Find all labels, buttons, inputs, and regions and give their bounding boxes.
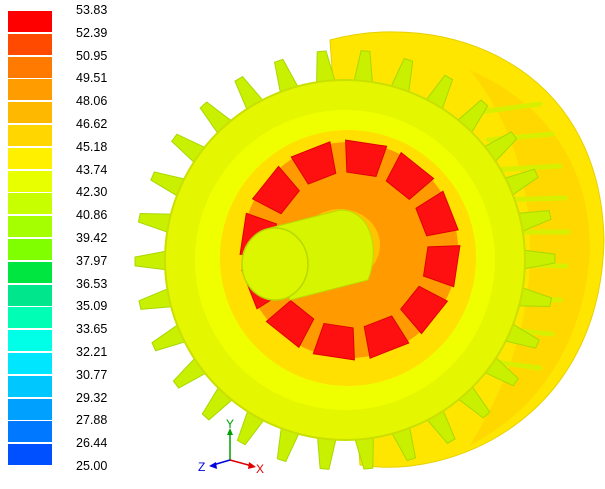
rotor-magnets (239, 139, 461, 361)
legend-tick-label: 26.44 (76, 436, 108, 451)
axis-y-label: Y (226, 418, 234, 431)
legend-tick-label: 53.83 (76, 3, 108, 17)
legend-tick-label: 45.18 (76, 139, 108, 154)
legend-swatch (8, 421, 52, 443)
legend-swatch (8, 33, 52, 55)
axis-x-label: X (256, 462, 264, 476)
legend-tick-label: 32.21 (76, 345, 108, 359)
legend-tick-label: 39.42 (76, 231, 108, 245)
legend-tick-label: 46.62 (76, 117, 108, 131)
magnet-segment (251, 165, 300, 215)
legend-swatch (8, 239, 52, 260)
legend-tick-label: 36.53 (76, 276, 108, 291)
legend-tick-label: 27.88 (76, 413, 108, 428)
magnet-segment (363, 315, 410, 359)
legend-swatch (8, 125, 52, 146)
magnet-segment (385, 151, 435, 200)
legend-tick-label: 35.09 (76, 299, 108, 314)
legend-tick-label: 37.97 (76, 253, 108, 268)
magnet-segment (312, 322, 355, 361)
legend-tick-label: 52.39 (76, 25, 108, 40)
magnet-segment (345, 139, 388, 178)
magnet-segment (422, 245, 461, 288)
legend-swatch (8, 375, 52, 397)
shaft-end (241, 227, 309, 301)
legend-tick-label: 29.32 (76, 390, 108, 405)
legend-tick-label: 40.86 (76, 208, 108, 223)
magnet-segment (290, 141, 337, 185)
legend-tick-label: 43.74 (76, 162, 108, 177)
legend-swatch (8, 330, 52, 352)
magnet-segment (415, 190, 459, 237)
legend-swatch (8, 56, 52, 78)
legend-tick-label: 30.77 (76, 367, 108, 382)
legend-swatch (8, 261, 52, 283)
legend-tick-label: 33.65 (76, 322, 108, 337)
legend-swatch (8, 307, 52, 329)
legend-swatch (8, 79, 52, 101)
legend-tick-label: 42.30 (76, 185, 108, 200)
legend-tick-label: 50.95 (76, 48, 108, 63)
color-legend: 53.83 52.39 50.95 49.51 48.06 46.62 45.18 43.74… (0, 0, 130, 489)
legend-swatch (8, 398, 52, 420)
magnet-segment (400, 285, 449, 335)
legend-tick-label: 25.00 (76, 459, 108, 473)
legend-swatch (8, 11, 52, 32)
legend-swatch (8, 444, 52, 466)
legend-swatch (8, 102, 52, 124)
legend-swatch (8, 193, 52, 215)
legend-swatch (8, 353, 52, 374)
axis-triad: Y X Z (198, 418, 264, 476)
legend-swatch (8, 284, 52, 306)
legend-swatch (8, 216, 52, 238)
legend-tick-label: 48.06 (76, 94, 108, 109)
legend-swatch (8, 147, 52, 169)
model-viewport[interactable] (120, 0, 605, 489)
legend-tick-label: 49.51 (76, 71, 108, 86)
legend-swatch (8, 170, 52, 192)
magnet-segment (265, 300, 315, 349)
axis-z-label: Z (198, 460, 205, 474)
